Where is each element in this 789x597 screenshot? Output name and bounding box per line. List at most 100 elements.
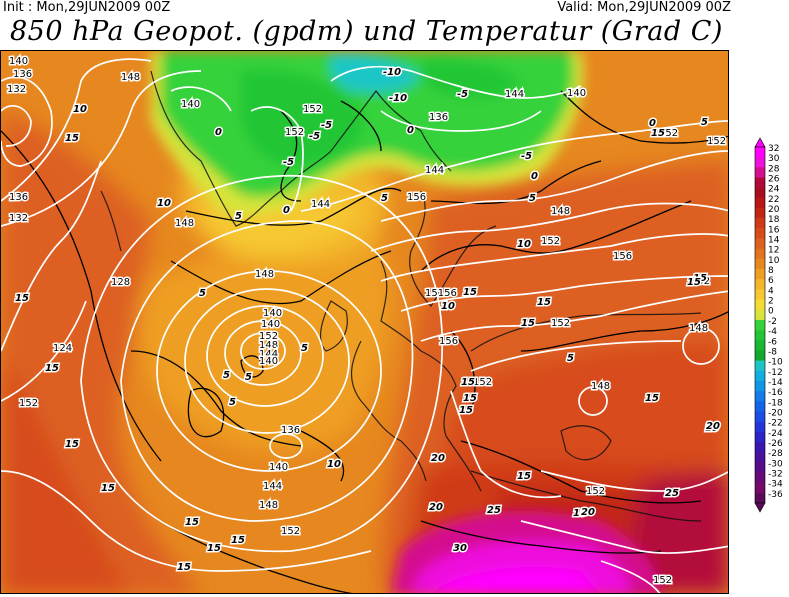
geopotential-label: 152 bbox=[586, 486, 605, 497]
temperature-label: 5 bbox=[223, 370, 230, 381]
geopotential-label: 144 bbox=[311, 199, 330, 210]
legend-level-label: 10 bbox=[768, 256, 780, 266]
temperature-label: 15 bbox=[645, 393, 659, 404]
temperature-label: 5 bbox=[301, 343, 308, 354]
legend-level-label: -14 bbox=[768, 378, 783, 388]
temperature-label: 15 bbox=[65, 133, 79, 144]
legend-swatch bbox=[755, 330, 765, 341]
geopotential-label: 136 bbox=[281, 425, 300, 436]
geopotential-label: 140 bbox=[9, 56, 28, 67]
temperature-label: 15 bbox=[65, 439, 79, 450]
legend-level-label: -20 bbox=[768, 408, 783, 418]
geopotential-label: 148 bbox=[259, 340, 278, 351]
temperature-label: 0 bbox=[407, 125, 414, 136]
legend-level-label: -26 bbox=[768, 439, 783, 449]
geopotential-label: 132 bbox=[9, 213, 28, 224]
geopotential-label: 148 bbox=[689, 323, 708, 334]
geopotential-label: 136 bbox=[9, 192, 28, 203]
legend-level-label: -4 bbox=[768, 327, 777, 337]
temperature-label: 15 bbox=[45, 363, 59, 374]
legend-swatch bbox=[755, 350, 765, 361]
legend-swatch bbox=[755, 380, 765, 392]
geopotential-label: 144 bbox=[505, 89, 524, 100]
temperature-label: 5 bbox=[245, 372, 252, 383]
geopotential-label: 152 bbox=[281, 526, 300, 537]
geopotential-label: 152 bbox=[653, 575, 672, 586]
temperature-label: -10 bbox=[383, 67, 401, 78]
legend-level-label: -24 bbox=[768, 429, 783, 439]
temperature-label: 0 bbox=[531, 171, 538, 182]
legend-swatch bbox=[755, 147, 765, 158]
legend-level-label: -10 bbox=[768, 358, 783, 368]
temperature-label: -5 bbox=[283, 157, 294, 168]
temperature-label: 20 bbox=[429, 502, 443, 513]
temperature-label: 20 bbox=[581, 507, 595, 518]
legend-level-label: 16 bbox=[768, 225, 780, 235]
geopotential-label: 128 bbox=[111, 277, 130, 288]
temperature-label: -5 bbox=[309, 131, 320, 142]
legend-min-arrow bbox=[754, 502, 766, 513]
legend-swatch bbox=[755, 411, 765, 422]
weather-map: 140 136 132 148 140 152 152 144 136 140 144 152 144 1… bbox=[0, 50, 729, 594]
geopotential-label: 152 bbox=[551, 318, 570, 329]
geopotential-label: 140 bbox=[259, 356, 278, 367]
legend-swatch bbox=[755, 431, 765, 443]
legend-level-label: 0 bbox=[768, 307, 774, 317]
temperature-label: 5 bbox=[229, 397, 236, 408]
legend-swatch bbox=[755, 167, 765, 178]
legend-level-label: -34 bbox=[768, 480, 783, 490]
temperature-label: 15 bbox=[573, 508, 587, 519]
geopotential-label: 124 bbox=[53, 343, 72, 354]
temperature-label: 5 bbox=[701, 117, 708, 128]
legend-swatch bbox=[755, 441, 765, 453]
legend-level-label: -18 bbox=[768, 398, 783, 408]
legend-level-label: 6 bbox=[768, 276, 774, 286]
temperature-label: 30 bbox=[453, 543, 467, 554]
legend-swatch bbox=[755, 309, 765, 321]
temperature-label: 15 bbox=[463, 287, 477, 298]
legend-swatch bbox=[755, 421, 765, 433]
temperature-label: 5 bbox=[199, 288, 206, 299]
geopotential-label: 156 bbox=[439, 336, 458, 347]
geopotential-label: 148 bbox=[551, 206, 570, 217]
legend-swatch bbox=[755, 482, 765, 494]
legend-max-arrow bbox=[754, 137, 766, 148]
legend-swatch bbox=[755, 177, 765, 188]
geopotential-label: 144 bbox=[425, 165, 444, 176]
temperature-label: 15 bbox=[231, 535, 245, 546]
legend-swatch bbox=[755, 299, 765, 311]
map-title: 850 hPa Geopot. (gpdm) und Temperatur (G… bbox=[10, 16, 723, 47]
geopotential-label: 152 bbox=[473, 377, 492, 388]
legend-level-label: 8 bbox=[768, 266, 774, 276]
temperature-label: 5 bbox=[235, 211, 242, 222]
legend-swatch bbox=[755, 279, 765, 290]
temperature-label: 15 bbox=[207, 543, 221, 554]
geopotential-label: 152 bbox=[303, 104, 322, 115]
temperature-label: 15 bbox=[15, 293, 29, 304]
geopotential-label: 140 bbox=[263, 308, 282, 319]
temperature-label: 15 bbox=[463, 393, 477, 404]
temperature-label: 0 bbox=[215, 127, 222, 138]
temperature-label: 10 bbox=[157, 198, 171, 209]
temperature-label: 0 bbox=[649, 118, 656, 129]
legend-swatch bbox=[755, 319, 765, 331]
temperature-label: 10 bbox=[73, 104, 87, 115]
geopotential-label: 152 bbox=[707, 136, 726, 147]
temperature-label: -5 bbox=[457, 89, 468, 100]
legend-swatch bbox=[755, 452, 765, 463]
temperature-label: 5 bbox=[529, 193, 536, 204]
legend-level-label: -16 bbox=[768, 388, 783, 398]
geopotential-label: 156 bbox=[407, 192, 426, 203]
legend-swatch bbox=[755, 228, 765, 239]
temperature-label: 15 bbox=[705, 423, 719, 434]
legend-swatch bbox=[755, 218, 765, 229]
geopotential-label: 148 bbox=[259, 500, 278, 511]
temperature-field bbox=[1, 51, 728, 593]
geopotential-label: 140 bbox=[567, 88, 586, 99]
geopotential-label: 144 bbox=[263, 481, 282, 492]
geopotential-label: 152 bbox=[19, 398, 38, 409]
legend-level-label: 20 bbox=[768, 205, 780, 215]
legend-level-label: 26 bbox=[768, 175, 780, 185]
legend-level-label: 32 bbox=[768, 144, 779, 154]
